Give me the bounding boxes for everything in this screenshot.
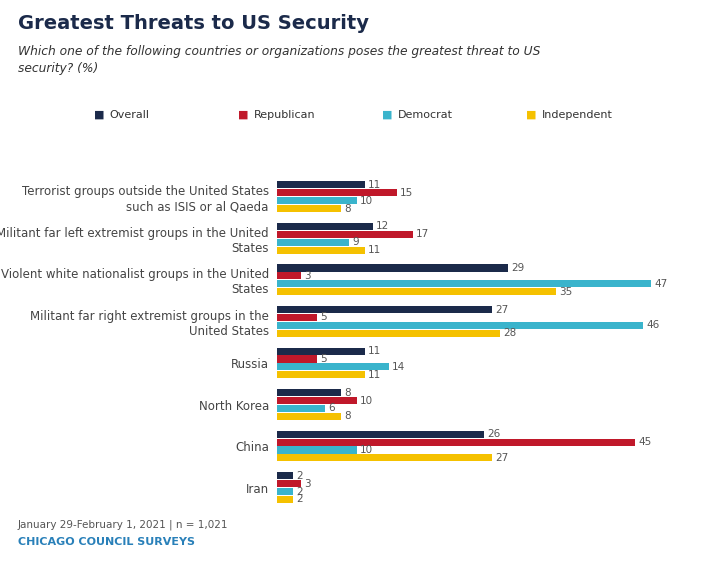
Text: 26: 26 <box>487 429 500 439</box>
Bar <box>277 239 349 246</box>
Text: 2: 2 <box>297 494 303 504</box>
Bar <box>277 223 373 230</box>
Text: Democrat: Democrat <box>397 110 452 120</box>
Text: 6: 6 <box>328 403 335 413</box>
Text: CHICAGO COUNCIL SURVEYS: CHICAGO COUNCIL SURVEYS <box>18 537 195 547</box>
Text: Greatest Threats to US Security: Greatest Threats to US Security <box>18 14 369 33</box>
Bar <box>277 314 317 321</box>
Text: Republican: Republican <box>253 110 315 120</box>
Bar <box>277 348 365 355</box>
Bar <box>277 231 413 238</box>
Bar <box>277 205 341 212</box>
Bar <box>277 306 492 313</box>
Text: 8: 8 <box>344 388 351 398</box>
Text: 11: 11 <box>368 245 381 255</box>
Bar <box>277 439 636 445</box>
Bar <box>277 330 500 337</box>
Bar <box>277 480 301 488</box>
Bar <box>277 364 389 370</box>
Text: 10: 10 <box>360 396 373 406</box>
Text: 12: 12 <box>376 222 390 232</box>
Bar <box>277 371 365 378</box>
Bar <box>277 288 556 295</box>
Text: 11: 11 <box>368 346 381 356</box>
Bar <box>277 389 341 396</box>
Text: 45: 45 <box>639 437 652 447</box>
Text: 11: 11 <box>368 180 381 190</box>
Bar <box>277 397 357 404</box>
Bar <box>277 273 301 279</box>
Text: 8: 8 <box>344 411 351 421</box>
Text: 46: 46 <box>647 320 660 330</box>
Text: Which one of the following countries or organizations poses the greatest threat : Which one of the following countries or … <box>18 45 541 75</box>
Bar <box>277 447 357 454</box>
Text: 10: 10 <box>360 445 373 455</box>
Text: Overall: Overall <box>109 110 150 120</box>
Text: 10: 10 <box>360 196 373 206</box>
Bar <box>277 405 325 412</box>
Text: 14: 14 <box>392 362 405 372</box>
Text: January 29-February 1, 2021 | n = 1,021: January 29-February 1, 2021 | n = 1,021 <box>18 519 228 530</box>
Bar <box>277 247 365 254</box>
Bar <box>277 472 293 479</box>
Text: ■: ■ <box>238 110 248 120</box>
Bar <box>277 413 341 420</box>
Text: 35: 35 <box>559 287 572 297</box>
Text: 3: 3 <box>305 271 311 281</box>
Text: 27: 27 <box>495 305 508 315</box>
Bar <box>277 431 484 438</box>
Text: 5: 5 <box>320 312 327 323</box>
Text: 15: 15 <box>400 188 413 198</box>
Text: Independent: Independent <box>541 110 612 120</box>
Text: 47: 47 <box>654 279 668 289</box>
Text: ■: ■ <box>526 110 536 120</box>
Text: ■: ■ <box>382 110 392 120</box>
Text: 2: 2 <box>297 471 303 481</box>
Bar <box>277 322 644 329</box>
Text: 3: 3 <box>305 479 311 489</box>
Text: 17: 17 <box>415 229 429 240</box>
Bar <box>277 454 492 462</box>
Bar <box>277 488 293 495</box>
Text: 29: 29 <box>511 263 524 273</box>
Text: 9: 9 <box>352 237 359 247</box>
Bar <box>277 280 652 287</box>
Bar <box>277 181 365 188</box>
Text: ■: ■ <box>94 110 104 120</box>
Bar <box>277 189 397 196</box>
Text: 11: 11 <box>368 370 381 380</box>
Bar <box>277 496 293 503</box>
Bar <box>277 264 508 272</box>
Bar <box>277 197 357 204</box>
Text: 28: 28 <box>503 328 516 338</box>
Text: 27: 27 <box>495 453 508 463</box>
Text: 8: 8 <box>344 204 351 214</box>
Text: 5: 5 <box>320 354 327 364</box>
Bar <box>277 356 317 362</box>
Text: 2: 2 <box>297 486 303 496</box>
